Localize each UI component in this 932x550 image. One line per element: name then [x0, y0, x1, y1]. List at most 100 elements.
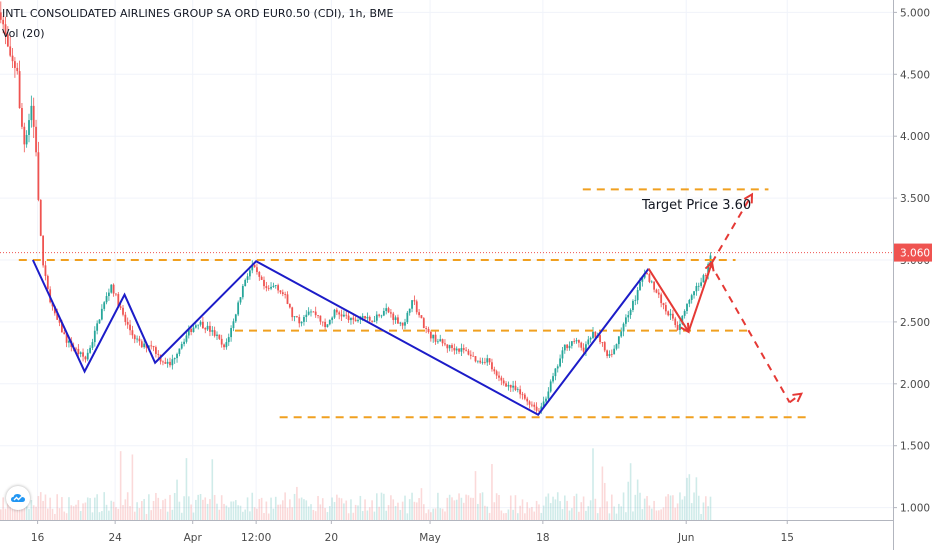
volume-bar [488, 512, 491, 520]
volume-bar [521, 499, 524, 520]
volume-bar [286, 507, 289, 520]
candle-body [533, 404, 536, 407]
candle-body [657, 292, 660, 295]
candle-body [427, 328, 430, 332]
candle-body [89, 347, 91, 353]
volume-bar [44, 494, 47, 520]
candle-body [660, 294, 663, 304]
volume-bar [293, 493, 296, 520]
candle-body [641, 277, 644, 282]
volume-bar [667, 494, 669, 520]
candle-body [23, 126, 26, 145]
volume-bar [296, 486, 298, 520]
candle-body [183, 341, 185, 345]
volume-bar [197, 494, 199, 520]
volume-bar [72, 506, 75, 520]
volume-bar [124, 499, 127, 520]
volume-bar [439, 508, 442, 520]
candle-body [274, 285, 277, 286]
candle-body [260, 276, 263, 280]
volume-bar [467, 495, 470, 520]
volume-bar [122, 505, 124, 520]
volume-bar [695, 477, 698, 520]
volume-bar [183, 496, 185, 520]
price-badge-box [894, 243, 932, 262]
volume-bar [237, 505, 239, 520]
volume-bar [131, 454, 134, 520]
y-tick-label-3: 3.500 [900, 193, 930, 205]
candle-body [75, 348, 77, 350]
volume-bar [556, 492, 559, 520]
candle-body [317, 315, 319, 316]
candle-body [599, 335, 601, 343]
volume-bar [274, 496, 277, 520]
volume-bar [465, 494, 467, 520]
volume-bar [368, 507, 371, 520]
volume-bar [350, 499, 352, 520]
volume-bar [608, 513, 611, 520]
candle-body [484, 361, 486, 363]
candle-body [382, 310, 385, 316]
candle-body [392, 313, 395, 321]
volume-bar [70, 505, 73, 520]
volume-bars [0, 448, 712, 520]
tradingview-cloud-icon[interactable] [6, 486, 30, 510]
y-tick-label-1: 4.500 [900, 69, 930, 81]
volume-bar [413, 501, 416, 520]
candle-body [42, 235, 44, 266]
volume-bar [345, 500, 348, 520]
candle-body [331, 317, 334, 320]
volume-bar [251, 492, 254, 520]
candle-body [284, 294, 287, 295]
volume-bar [312, 509, 315, 520]
candle-body [253, 264, 256, 268]
candle-body [91, 342, 94, 348]
volume-bar [258, 498, 261, 520]
volume-bar [202, 499, 204, 520]
volume-bar [162, 500, 164, 520]
candle-body [700, 282, 702, 286]
volume-bar [378, 506, 380, 520]
volume-bar [164, 498, 167, 520]
candle-body [444, 343, 446, 345]
volume-bar [58, 508, 61, 520]
candle-body [693, 291, 695, 296]
volume-bar [340, 498, 343, 520]
x-axis-labels: 16 24 Apr 12:00 20 May 18 Jun 15 [31, 520, 794, 544]
candle-body [575, 340, 578, 342]
volume-bar [437, 492, 439, 520]
volume-bar [267, 513, 270, 520]
volume-bar [317, 495, 319, 520]
pattern-trendline [31, 259, 650, 417]
volume-bar [448, 494, 451, 520]
projection-arrows [647, 192, 804, 404]
volume-bar [693, 492, 695, 520]
volume-bar [171, 509, 174, 520]
candle-body [469, 354, 472, 356]
candle-body [695, 286, 698, 292]
candle-body [653, 281, 655, 290]
volume-indicator-label[interactable]: Vol (20) [2, 27, 45, 40]
candle-body [21, 108, 23, 127]
volume-bar [618, 503, 620, 520]
candle-body [669, 313, 672, 316]
volume-bar [392, 499, 395, 520]
candle-body [451, 345, 453, 348]
volume-bar [686, 477, 688, 520]
y-axis-labels: 5.0004.5004.0003.5003.0002.5002.0001.500… [893, 7, 930, 515]
candle-body [704, 275, 707, 276]
volume-bar [533, 511, 536, 520]
candle-body [209, 325, 211, 332]
candle-body [526, 398, 529, 402]
volume-bar [256, 508, 258, 520]
volume-bar [408, 499, 411, 520]
projection-dashed-2 [789, 392, 802, 404]
volume-bar [477, 503, 479, 520]
volume-bar [260, 497, 263, 520]
candle-body [2, 19, 5, 25]
candle-body [234, 314, 237, 322]
volume-bar [660, 509, 662, 520]
candle-body [373, 320, 376, 322]
volume-bar [568, 510, 571, 520]
